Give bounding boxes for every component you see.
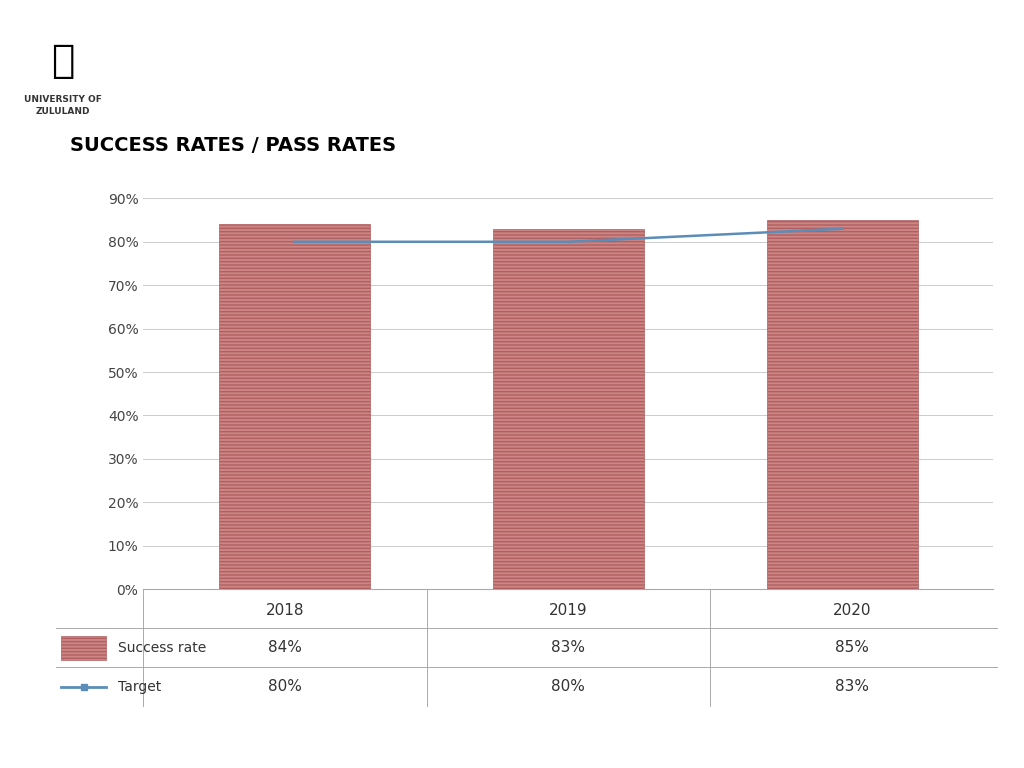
Text: SUCCESS RATES / PASS RATES: SUCCESS RATES / PASS RATES (70, 136, 395, 154)
Bar (767, 220, 918, 589)
Text: 80%: 80% (268, 679, 302, 694)
Text: Success rate: Success rate (118, 641, 206, 655)
Text: 85%: 85% (835, 641, 868, 655)
Text: Target: Target (118, 680, 161, 694)
Text: 84%: 84% (268, 641, 302, 655)
Text: 83%: 83% (835, 679, 868, 694)
Bar (219, 224, 370, 589)
Text: 83%: 83% (551, 641, 586, 655)
Text: 80%: 80% (551, 679, 586, 694)
Text: 🏛: 🏛 (51, 42, 75, 80)
Text: UNIVERSITY OF
ZULULAND: UNIVERSITY OF ZULULAND (24, 95, 102, 116)
Text: 2018: 2018 (266, 603, 304, 617)
Text: ENROLMENT AND SUCCESS STATISTICS (Continued): ENROLMENT AND SUCCESS STATISTICS (Contin… (153, 49, 755, 70)
Bar (61, 636, 106, 660)
Text: 2020: 2020 (833, 603, 870, 617)
Text: 2019: 2019 (549, 603, 588, 617)
Bar (493, 229, 644, 589)
